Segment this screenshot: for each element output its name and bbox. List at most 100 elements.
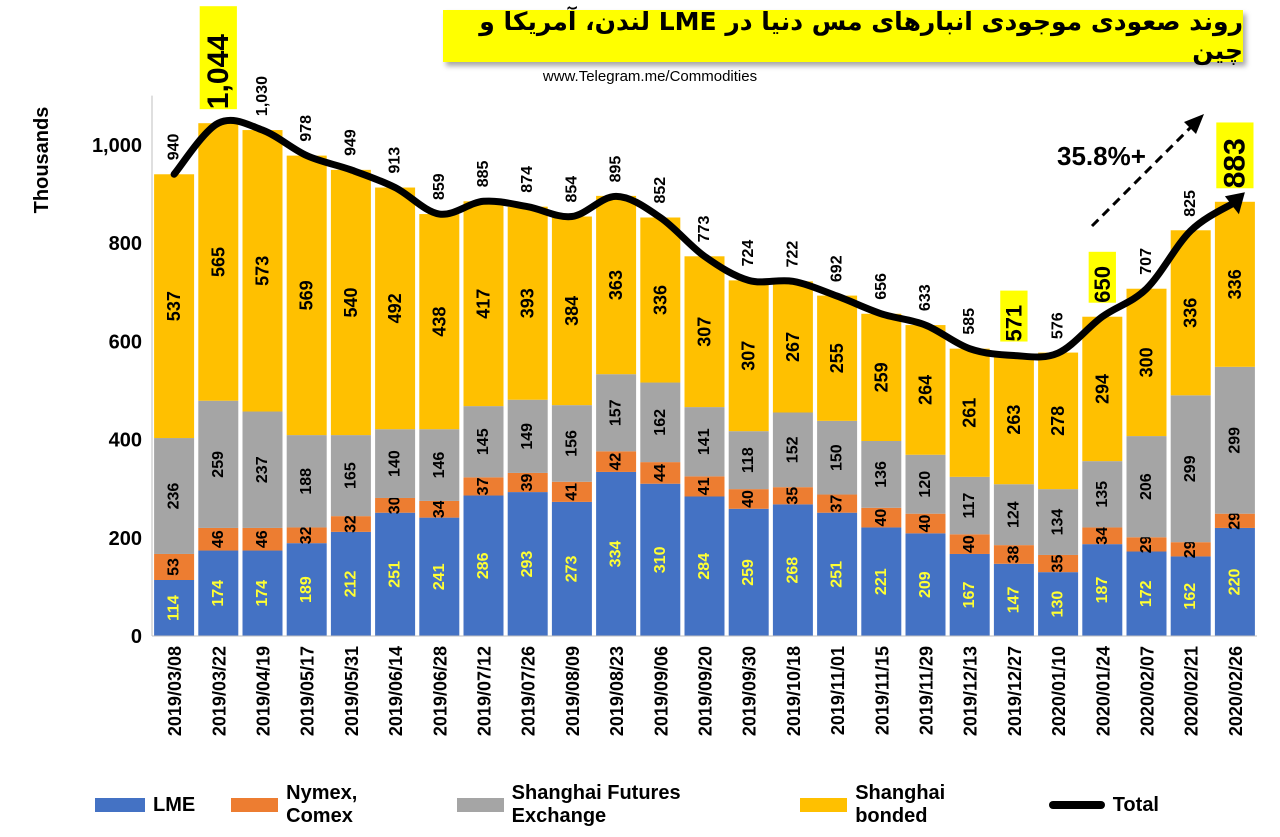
bar-nymex (330, 516, 371, 532)
data-label-nymex: 29 (1138, 535, 1155, 553)
data-label-shfe: 237 (254, 456, 271, 483)
data-label-shfe: 140 (387, 450, 404, 477)
bar-bonded (375, 187, 416, 430)
bar-lme (330, 531, 371, 636)
x-tick-label: 2019/03/08 (165, 646, 185, 736)
total-label-highlight (1216, 122, 1254, 189)
total-label: 913 (387, 147, 404, 174)
bar-shfe (1214, 366, 1255, 514)
bar-lme (198, 550, 239, 636)
legend-label-lme: LME (153, 793, 196, 816)
bar-shfe (1170, 395, 1211, 543)
bar-nymex (949, 534, 990, 554)
legend-item-total: Total (1048, 793, 1159, 817)
data-label-shfe: 165 (342, 462, 359, 489)
bar-shfe (1126, 436, 1167, 538)
x-tick-label: 2019/12/13 (961, 646, 981, 736)
x-tick-label: 2020/01/24 (1093, 646, 1113, 736)
bar-bonded (1126, 288, 1167, 437)
growth-arrow (1090, 124, 1194, 228)
bar-lme (242, 550, 283, 636)
data-label-nymex: 32 (298, 526, 315, 544)
total-label: 773 (696, 216, 713, 243)
data-label-lme: 212 (342, 570, 359, 597)
total-label: 1,044 (202, 34, 235, 109)
legend-item-shfe: Shanghai Futures Exchange (456, 782, 765, 828)
legend-swatch-total (1048, 801, 1105, 809)
data-label-nymex: 40 (917, 515, 934, 533)
bar-lme (861, 527, 902, 636)
bar-shfe (419, 429, 460, 501)
bar-lme (463, 495, 504, 636)
data-label-shfe: 188 (298, 468, 315, 495)
bar-shfe (772, 412, 813, 488)
total-label: 1,030 (254, 76, 271, 116)
data-label-bonded: 259 (871, 362, 891, 392)
bar-shfe (198, 400, 239, 528)
data-label-bonded: 263 (1004, 405, 1024, 435)
data-label-lme: 286 (475, 552, 492, 579)
growth-annotation: 35.8%+ (1057, 141, 1146, 171)
legend-item-nymex: Nymex, Comex (231, 782, 420, 828)
bar-nymex (905, 513, 946, 534)
bar-bonded (1038, 352, 1079, 490)
bar-shfe (640, 382, 681, 463)
bar-bonded (1170, 230, 1211, 396)
legend-swatch-shfe (456, 798, 504, 812)
data-label-shfe: 136 (873, 461, 890, 488)
bar-shfe (507, 399, 548, 473)
bar-lme (949, 553, 990, 636)
x-tick-label: 2019/11/29 (917, 646, 937, 735)
data-label-shfe: 157 (608, 399, 625, 426)
data-label-lme: 167 (961, 582, 978, 609)
total-label: 650 (1090, 266, 1115, 303)
data-label-lme: 147 (1005, 586, 1022, 613)
data-label-nymex: 29 (1226, 512, 1243, 530)
data-label-shfe: 149 (519, 423, 536, 450)
data-label-nymex: 40 (961, 535, 978, 553)
bar-nymex (596, 451, 637, 472)
legend: LME Nymex, Comex Shanghai Futures Exchan… (95, 782, 1195, 827)
x-tick-label: 2019/10/18 (784, 646, 804, 736)
bar-bonded (1082, 316, 1123, 462)
bar-bonded (905, 325, 946, 455)
legend-swatch-bonded (800, 798, 848, 812)
legend-item-lme: LME (95, 794, 195, 817)
total-label: 633 (917, 284, 934, 311)
data-label-shfe: 299 (1182, 455, 1199, 482)
bar-shfe (684, 407, 725, 477)
data-label-nymex: 34 (431, 500, 448, 518)
legend-label-total: Total (1112, 793, 1159, 816)
total-label-highlight (1088, 251, 1116, 303)
bar-lme (286, 543, 327, 636)
x-tick-label: 2019/07/26 (519, 646, 539, 736)
data-label-nymex: 32 (342, 515, 359, 533)
data-label-bonded: 307 (739, 341, 759, 371)
data-label-bonded: 261 (960, 398, 980, 428)
data-label-shfe: 259 (210, 451, 227, 478)
data-label-bonded: 537 (164, 291, 184, 321)
x-tick-label: 2020/01/10 (1049, 646, 1069, 736)
total-label: 883 (1218, 138, 1251, 188)
total-label: 656 (873, 273, 890, 300)
bar-bonded (949, 348, 990, 477)
data-label-bonded: 569 (297, 280, 317, 310)
data-label-shfe: 124 (1005, 501, 1022, 528)
bar-nymex (728, 489, 769, 509)
bar-lme (1170, 556, 1211, 636)
data-label-bonded: 294 (1092, 374, 1112, 404)
bar-shfe (728, 431, 769, 490)
data-label-bonded: 264 (916, 375, 936, 405)
total-label: 852 (652, 177, 669, 204)
bar-lme (596, 471, 637, 636)
total-label: 825 (1182, 190, 1199, 217)
bar-bonded (772, 281, 813, 413)
x-tick-label: 2019/09/06 (651, 646, 671, 736)
bar-bonded (1214, 201, 1255, 367)
data-label-lme: 251 (387, 561, 404, 588)
bar-lme (905, 533, 946, 636)
data-label-shfe: 299 (1226, 427, 1243, 454)
data-label-lme: 172 (1138, 580, 1155, 607)
bar-shfe (861, 440, 902, 508)
